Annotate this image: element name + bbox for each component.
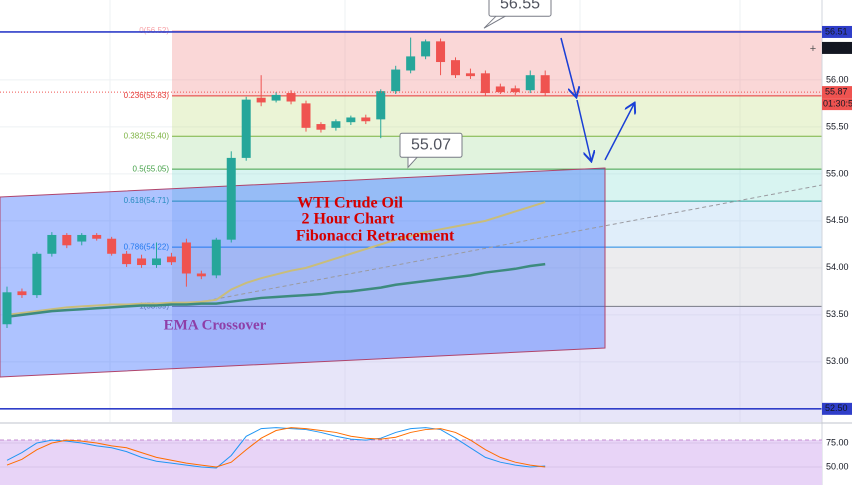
y-tick-label: 53.50: [826, 309, 849, 319]
candle-body: [495, 86, 505, 93]
arrows: [560, 37, 634, 161]
price-label-box: [822, 86, 852, 99]
crosshair-icon[interactable]: +: [810, 43, 816, 55]
candle-body: [525, 75, 535, 91]
fib-label: 0.618(54.71): [124, 196, 170, 205]
callout-box: [488, 0, 552, 17]
price-label-box: [822, 25, 852, 38]
candle-body: [301, 103, 311, 128]
countdown-box: [822, 98, 852, 111]
arrow: [576, 99, 591, 160]
annotation: EMA Crossover: [164, 317, 267, 333]
ema-line: [6, 201, 546, 316]
candle-body: [256, 97, 266, 103]
candle-body: [122, 253, 132, 265]
y-tick-label: 54.50: [826, 215, 849, 225]
stoch-tick-label: 50.00: [826, 461, 849, 471]
candle-body: [271, 94, 281, 101]
fib-zone: [172, 201, 822, 248]
price-label: 56.51: [825, 26, 848, 36]
fib-label: 0.236(55.83): [124, 91, 170, 100]
grid: [0, 0, 822, 422]
price-label: 55.87: [825, 86, 848, 96]
stoch-line: [6, 427, 546, 469]
candle-body: [137, 258, 147, 266]
candle-body: [316, 124, 326, 130]
fib-zone: [172, 136, 822, 170]
stoch-line: [6, 427, 546, 468]
candle-body: [152, 258, 161, 266]
candle-body: [451, 60, 460, 76]
arrow: [604, 104, 634, 161]
candle-body: [391, 69, 401, 92]
channel: [0, 167, 606, 378]
candle-body: [510, 88, 520, 93]
stoch-tick-label: 75.00: [826, 437, 849, 447]
candle-body: [17, 291, 27, 296]
overlay: 56.00 55.50 55.00 54.50 54.00 53.50 53.00 56.51…: [0, 0, 852, 471]
stoch-band: [0, 440, 822, 485]
price-label-box: [822, 41, 852, 54]
fib-zones: 0(56.52) 0.236(55.83) 0.382(55.40) 0.5(55.0…: [124, 26, 822, 422]
candle-body: [241, 99, 251, 158]
price-label: 56.34: [825, 42, 848, 52]
candle-body: [62, 234, 72, 246]
fib-zone: [172, 95, 822, 137]
callout-label: 55.07: [411, 137, 451, 154]
candle-body: [107, 238, 117, 254]
candle-body: [436, 41, 446, 63]
fib-label: 0.5(55.05): [133, 164, 170, 173]
fib-label: 0(56.52): [139, 26, 169, 35]
candle-body: [421, 41, 431, 57]
price-label: 52.50: [825, 403, 848, 413]
candle-body: [166, 256, 176, 263]
fib-zone: [172, 31, 822, 96]
candle-body: [346, 117, 356, 123]
candle-body: [361, 117, 371, 122]
candle-body: [540, 75, 550, 94]
arrow: [560, 37, 576, 96]
candle-body: [465, 73, 475, 77]
y-tick-label: 54.00: [826, 262, 849, 272]
fib-zone: [172, 169, 822, 202]
candle-body: [196, 273, 206, 277]
candle-body: [2, 292, 12, 325]
fib-zone: [172, 306, 822, 422]
annotation: 2 Hour Chart: [301, 211, 395, 228]
candle-body: [376, 91, 386, 120]
candle-body: [32, 253, 42, 296]
candle-body: [211, 239, 221, 276]
callout-box: [399, 132, 463, 158]
fib-label: 0.382(55.40): [124, 131, 170, 140]
layer: [0, 31, 822, 410]
candle-body: [286, 93, 296, 102]
candle-body: [181, 242, 191, 274]
y-tick-label: 55.00: [826, 168, 849, 178]
countdown: 01:30:52: [823, 98, 852, 108]
trend-line: [199, 184, 823, 303]
candle-body: [406, 56, 416, 71]
price-label-box: [822, 402, 852, 415]
y-tick-label: 55.50: [826, 121, 849, 131]
callout-label: 56.55: [500, 0, 540, 12]
candle-body: [331, 121, 341, 128]
candle-body: [47, 234, 57, 254]
candle-body: [226, 157, 236, 240]
annotation: WTI Crude Oil: [297, 195, 403, 212]
y-tick-label: 56.00: [826, 74, 849, 84]
fib-label: 0.786(54.22): [124, 242, 170, 251]
ema-line: [6, 262, 546, 318]
annotation: Fibonacci Retracement: [296, 228, 455, 245]
candle-body: [77, 234, 87, 242]
candle-body: [92, 234, 102, 239]
y-tick-label: 53.00: [826, 356, 849, 366]
candle-body: [480, 73, 490, 94]
